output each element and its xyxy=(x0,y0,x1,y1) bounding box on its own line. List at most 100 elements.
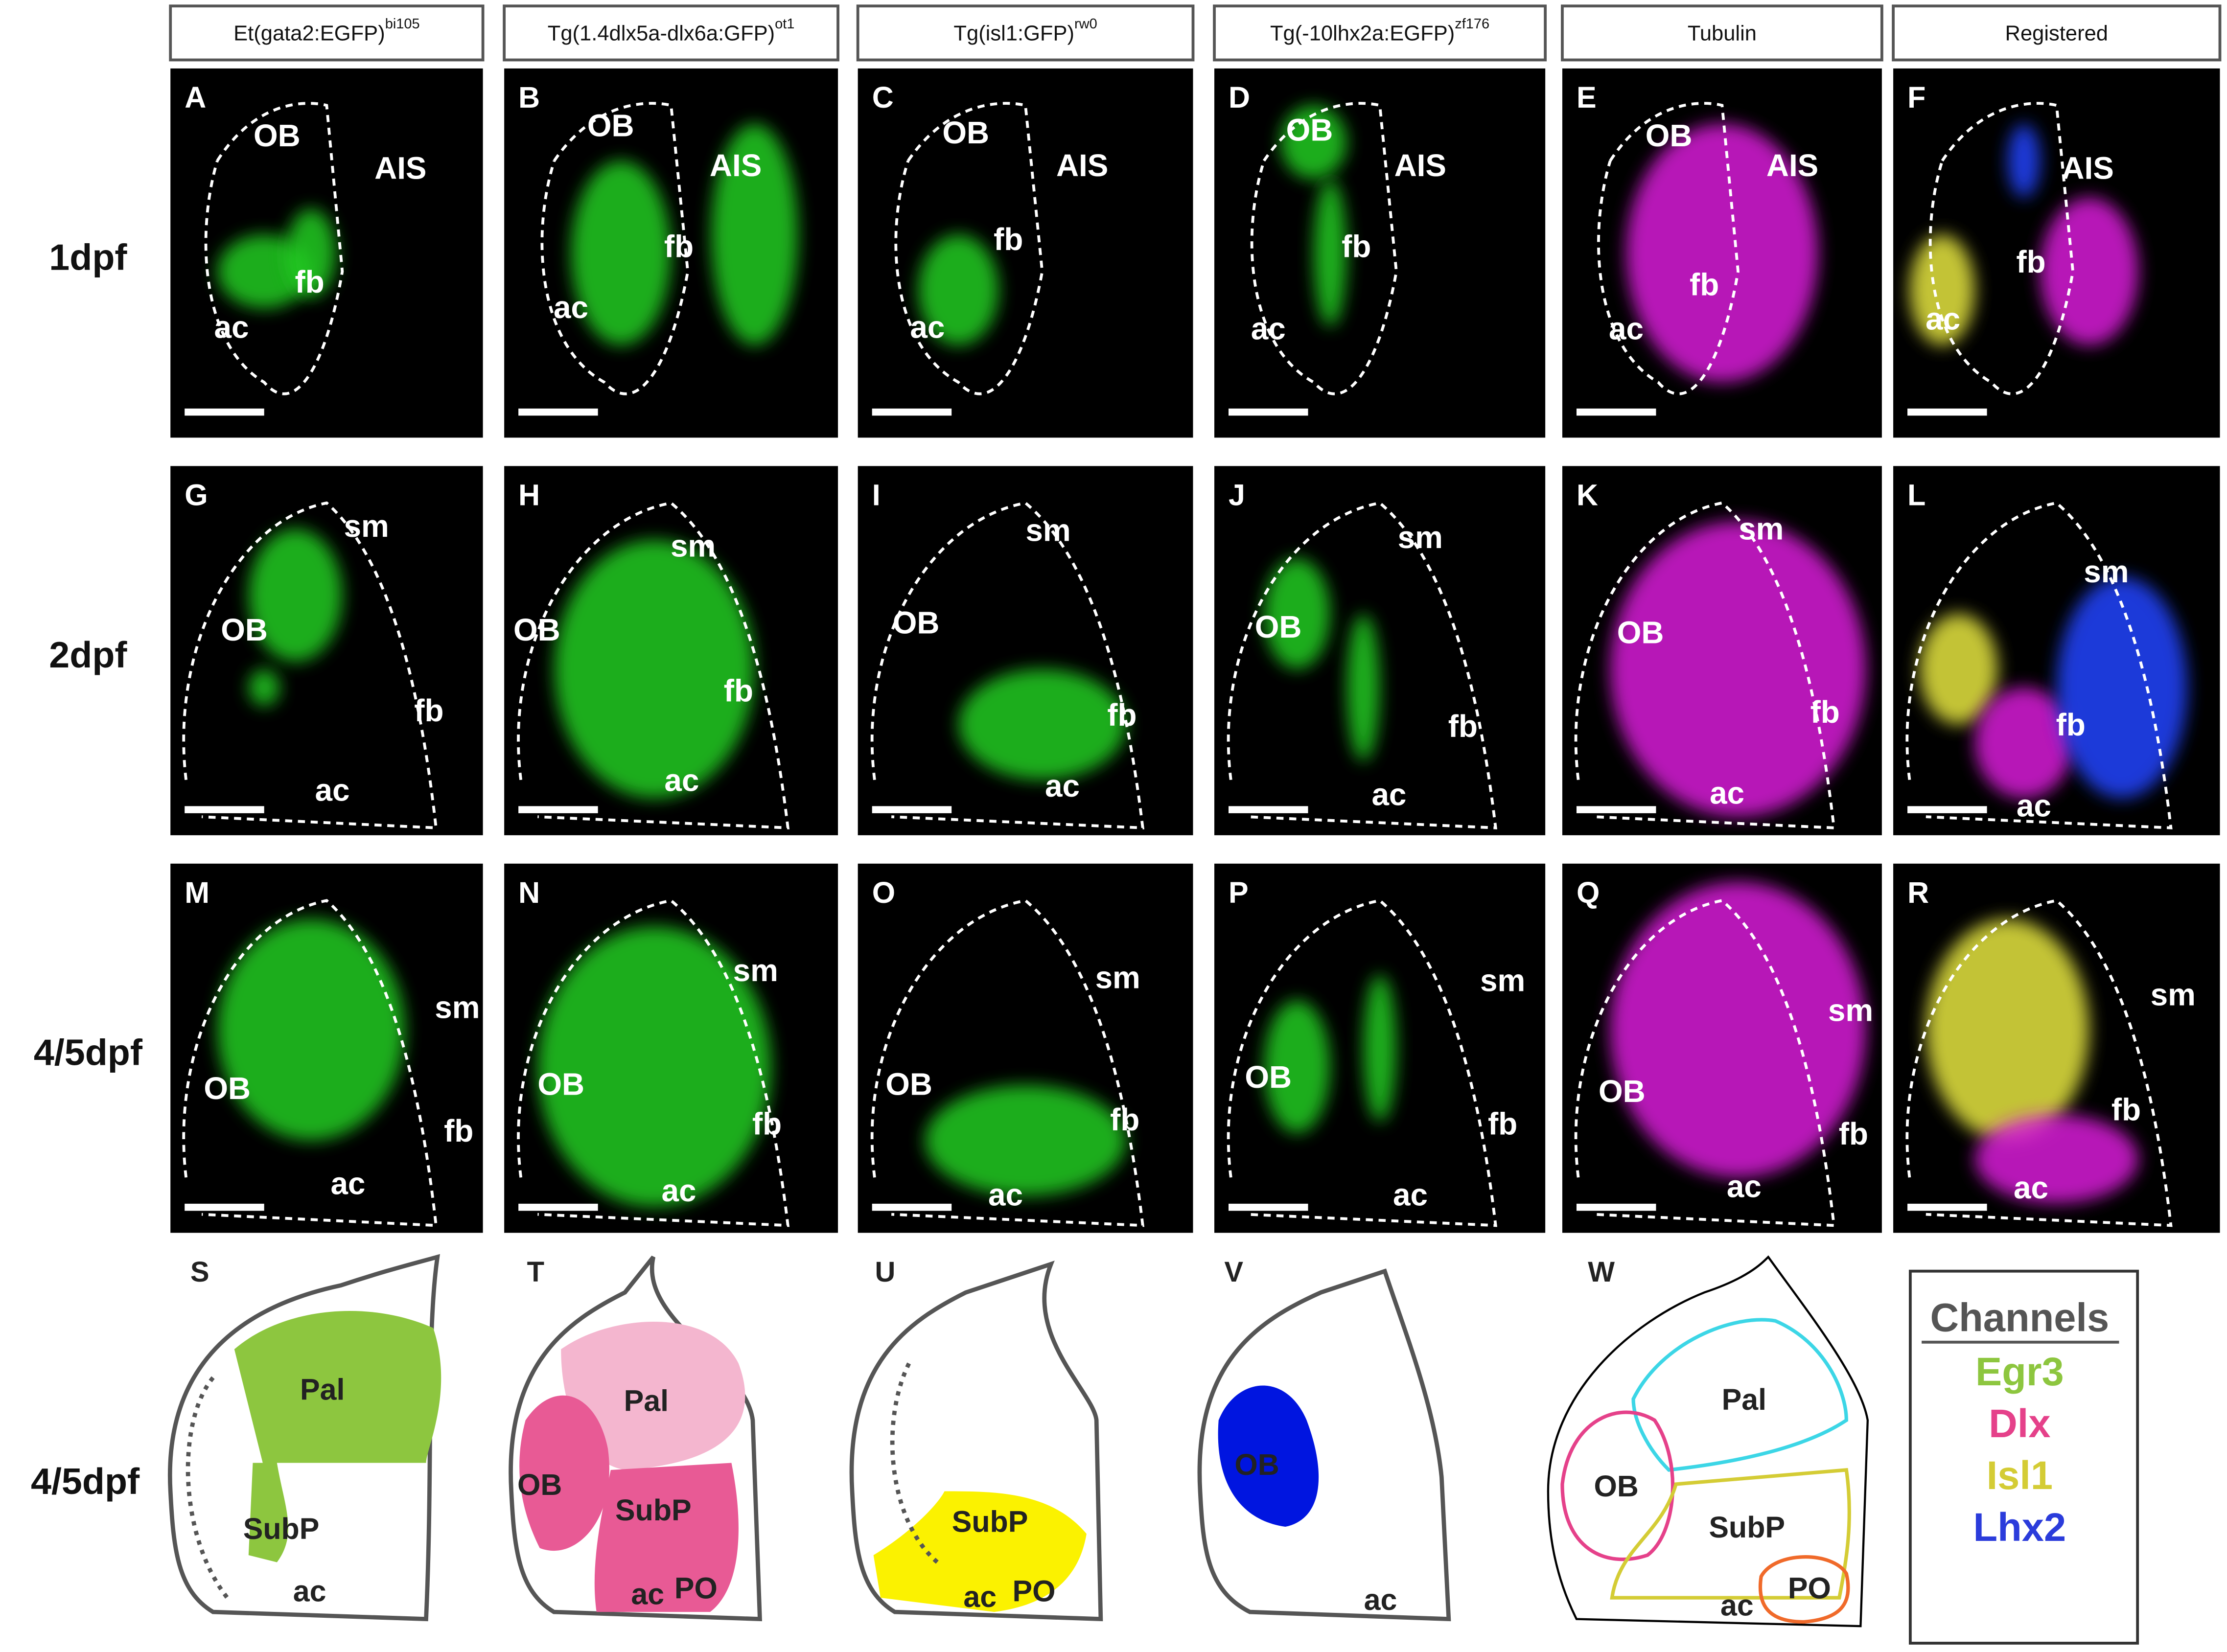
region-label: fb xyxy=(2016,244,2045,279)
signal xyxy=(571,161,672,345)
column-header: Tg(-10lhx2a:EGFP)zf176 xyxy=(1270,16,1489,45)
region-label: ac xyxy=(1710,775,1744,810)
signal xyxy=(1610,521,1866,817)
region-label: ac xyxy=(1925,301,1960,336)
region-label: OB xyxy=(1646,118,1693,153)
region-label: sm xyxy=(1095,960,1140,995)
region-label: sm xyxy=(435,990,480,1025)
signal xyxy=(1909,234,1975,345)
pal-t xyxy=(561,1321,745,1470)
region-label: ac xyxy=(910,310,945,345)
region-label: OB xyxy=(254,118,301,153)
region-label: ac xyxy=(1251,311,1286,346)
panel-letter: N xyxy=(518,876,540,909)
header-title: Tg(-10lhx2a:EGFP) xyxy=(1270,22,1455,45)
region-label: OB xyxy=(221,612,268,647)
schematic-letter: W xyxy=(1588,1256,1615,1288)
schematic-letter: T xyxy=(527,1256,544,1288)
region-label: ac xyxy=(664,762,699,798)
signal xyxy=(711,124,798,345)
region-label: fb xyxy=(1839,1116,1868,1151)
ob-t xyxy=(519,1395,609,1551)
panel-letter: B xyxy=(518,81,540,114)
micrograph xyxy=(858,68,1193,438)
region-label: OB xyxy=(1617,615,1664,650)
region-label: OB xyxy=(1286,112,1333,147)
pal-w xyxy=(1631,1318,1848,1472)
po-w xyxy=(1758,1555,1850,1624)
region-label: fb xyxy=(1107,697,1137,733)
schematic-label: Pal xyxy=(624,1384,669,1418)
schematic-label: PO xyxy=(1012,1575,1055,1608)
schematic-label: ac xyxy=(1364,1583,1397,1616)
region-label: fb xyxy=(1448,709,1478,744)
panel-letter: D xyxy=(1229,81,1250,114)
schematic-label: Pal xyxy=(300,1373,345,1406)
legend-item: Lhx2 xyxy=(1973,1505,2066,1550)
region-outline xyxy=(517,899,790,1227)
region-label: sm xyxy=(2084,554,2129,589)
ob-s xyxy=(186,1376,229,1599)
micrograph xyxy=(1214,466,1546,835)
signal xyxy=(537,926,771,1207)
region-label: ac xyxy=(330,1166,365,1201)
legend-item: Dlx xyxy=(1989,1401,2050,1446)
panel-letter: F xyxy=(1907,81,1925,114)
region-label: ac xyxy=(214,310,249,345)
schematic-label: OB xyxy=(1234,1448,1279,1481)
panel-letter: O xyxy=(872,876,895,909)
region-label: fb xyxy=(2111,1092,2141,1127)
region-label: sm xyxy=(2151,977,2196,1012)
panel-letter: G xyxy=(185,478,208,511)
schematic-drawings xyxy=(167,1254,1869,1628)
schematic-label: SubP xyxy=(1709,1511,1785,1544)
region-label: OB xyxy=(204,1071,251,1106)
signal xyxy=(217,919,405,1141)
signal xyxy=(1919,614,1998,725)
panel-letter: H xyxy=(518,478,540,511)
pal-s xyxy=(234,1310,441,1463)
row-label: 2dpf xyxy=(49,634,127,675)
region-label: fb xyxy=(1488,1106,1517,1142)
region-label: fb xyxy=(2056,707,2086,742)
signal xyxy=(925,1085,1126,1196)
schematic-label: Pal xyxy=(1722,1383,1766,1416)
region-label: OB xyxy=(537,1066,584,1101)
region-label: ac xyxy=(315,773,350,808)
region-label: fb xyxy=(1690,267,1719,302)
column-header: Tg(1.4dlx5a-dlx6a:GFP)ot1 xyxy=(548,16,795,45)
panel-letter: M xyxy=(185,876,209,909)
column-header: Registered xyxy=(2005,22,2108,45)
signal xyxy=(1626,124,1818,383)
panel-letter: J xyxy=(1229,478,1245,511)
region-label: fb xyxy=(1810,694,1840,730)
region-label: fb xyxy=(664,229,694,264)
subp-t xyxy=(594,1463,739,1612)
schematic-label: SubP xyxy=(952,1505,1028,1538)
region-label: fb xyxy=(444,1113,473,1148)
header-title: Et(gata2:EGFP) xyxy=(233,22,385,45)
schematic-label: ac xyxy=(293,1575,326,1608)
region-label: AIS xyxy=(1056,148,1108,183)
outline-s xyxy=(167,1254,441,1622)
outline-w xyxy=(1547,1255,1869,1628)
row-label: 4/5dpf xyxy=(34,1032,143,1073)
column-header-box xyxy=(169,4,485,62)
panel-letter: E xyxy=(1577,81,1597,114)
panel-letter: A xyxy=(185,81,206,114)
region-outline xyxy=(870,501,1145,829)
region-label: sm xyxy=(671,528,716,564)
region-label: ac xyxy=(1371,777,1406,812)
signal xyxy=(286,208,336,298)
legend-item: Egr3 xyxy=(1975,1350,2064,1394)
column-header-box xyxy=(856,4,1195,62)
column-header-box xyxy=(503,4,839,62)
region-label: fb xyxy=(414,693,443,728)
schematic-label: ac xyxy=(1720,1589,1754,1622)
region-label: sm xyxy=(1739,511,1784,547)
signal xyxy=(1974,1114,2138,1204)
signal xyxy=(1313,179,1347,327)
micrograph xyxy=(1214,68,1546,438)
micrograph xyxy=(170,466,483,835)
